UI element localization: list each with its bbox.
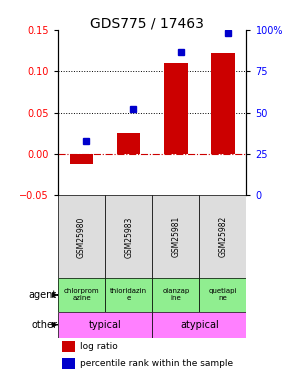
Bar [200, 278, 246, 312]
Bar [152, 278, 200, 312]
Text: olanzap
ine: olanzap ine [162, 288, 189, 302]
Bar [117, 134, 140, 154]
Text: chlorprom
azine: chlorprom azine [64, 288, 99, 302]
Text: other: other [31, 320, 57, 330]
Bar [105, 195, 152, 278]
Bar [211, 53, 235, 154]
Bar [200, 195, 246, 278]
Bar [58, 312, 152, 338]
Bar [164, 63, 188, 154]
Text: thioridazin
e: thioridazin e [110, 288, 147, 302]
Text: atypical: atypical [180, 320, 219, 330]
Bar [58, 195, 105, 278]
Text: GSM25983: GSM25983 [124, 216, 133, 258]
Bar [152, 312, 246, 338]
Text: log ratio: log ratio [80, 342, 117, 351]
Bar [62, 341, 75, 352]
Text: agent: agent [29, 290, 57, 300]
Text: GSM25980: GSM25980 [77, 216, 86, 258]
Text: quetiapi
ne: quetiapi ne [209, 288, 237, 302]
Bar [58, 278, 105, 312]
Bar [62, 358, 75, 369]
Text: GSM25981: GSM25981 [171, 216, 180, 258]
Text: typical: typical [89, 320, 122, 330]
Bar [105, 278, 152, 312]
Bar [70, 154, 93, 164]
Text: GSM25982: GSM25982 [218, 216, 227, 258]
Text: GDS775 / 17463: GDS775 / 17463 [90, 17, 203, 31]
Text: percentile rank within the sample: percentile rank within the sample [80, 358, 233, 368]
Bar [152, 195, 200, 278]
